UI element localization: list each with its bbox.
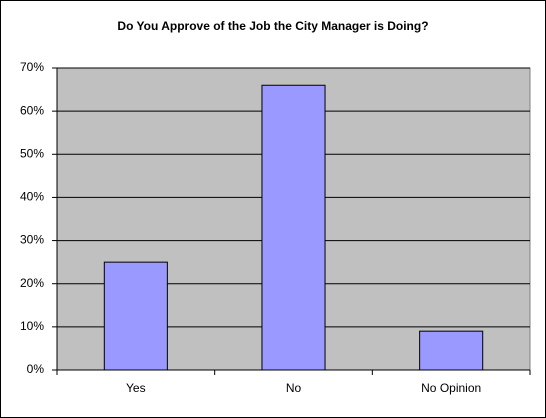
y-tick-label: 10% bbox=[20, 319, 44, 333]
bar bbox=[419, 330, 484, 371]
y-tick-label: 70% bbox=[20, 60, 44, 74]
y-tick-label: 60% bbox=[20, 103, 44, 117]
y-tick-label: 20% bbox=[20, 276, 44, 290]
x-tick-label: No Opinion bbox=[421, 381, 481, 395]
bar bbox=[261, 84, 326, 371]
bar bbox=[103, 261, 168, 371]
y-tick-label: 50% bbox=[20, 146, 44, 160]
y-tick-label: 0% bbox=[27, 362, 45, 376]
y-tick-label: 40% bbox=[20, 190, 44, 204]
x-tick-label: Yes bbox=[126, 381, 146, 395]
y-tick-label: 30% bbox=[20, 233, 44, 247]
x-tick-label: No bbox=[286, 381, 302, 395]
chart-title: Do You Approve of the Job the City Manag… bbox=[117, 19, 428, 33]
